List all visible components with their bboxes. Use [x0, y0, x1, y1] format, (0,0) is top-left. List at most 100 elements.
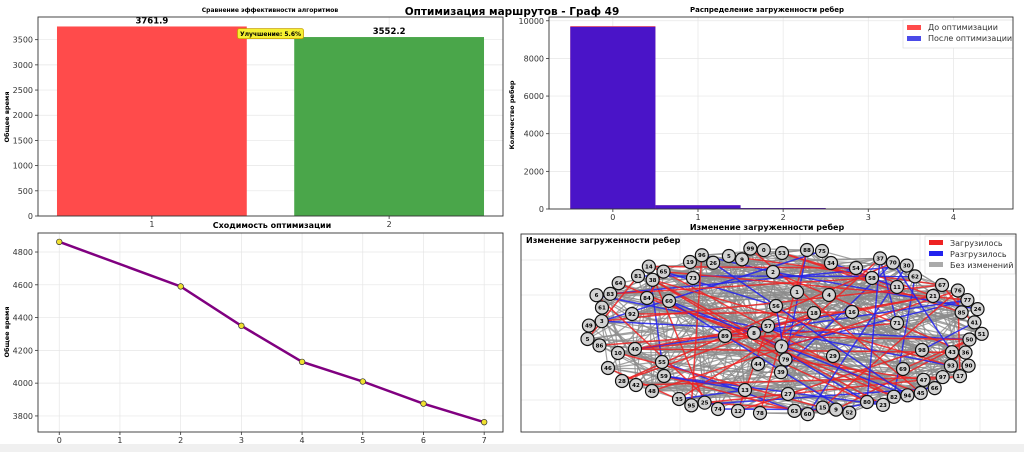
node-label: 47 [920, 378, 928, 384]
bar [56, 26, 247, 217]
node-circle [630, 268, 646, 284]
graph-node: 88 [799, 242, 815, 258]
node-circle [913, 385, 928, 401]
graph-node: 27 [780, 386, 796, 402]
y-tick-label: 4400 [13, 314, 33, 323]
chart-title-network: Изменение загруженности ребер [526, 235, 681, 245]
graph-node: 3 [594, 314, 609, 329]
chart-title: Сравнение эффективности алгоритмов [202, 7, 339, 14]
graph-node: 89 [717, 328, 733, 344]
node-circle [721, 248, 736, 264]
node-label: 4 [827, 293, 831, 299]
node-circle [580, 331, 595, 347]
node-circle [864, 270, 880, 286]
edge-loaded [586, 275, 639, 340]
node-circle [960, 292, 975, 308]
graph-node: 62 [907, 269, 923, 284]
node-circle [624, 306, 640, 322]
node-circle [752, 405, 768, 421]
graph-node: 57 [760, 318, 776, 334]
bar-value-label: 3761.9 [135, 16, 168, 26]
graph-node: 49 [581, 318, 597, 333]
edge-unchanged [896, 286, 922, 394]
graph-node: 90 [961, 358, 976, 373]
graph-node: 81 [630, 268, 646, 284]
graph-node: 11 [889, 279, 905, 295]
node-label: 69 [899, 367, 907, 373]
graph-node: 24 [970, 302, 985, 317]
graph-node: 35 [671, 391, 687, 407]
node-label: 61 [598, 306, 606, 312]
node-label: 40 [631, 347, 639, 353]
graph-node: 69 [895, 361, 911, 377]
y-tick-label: 10000 [519, 17, 544, 26]
graph-node: 70 [885, 255, 901, 270]
edge-unloaded [892, 262, 953, 353]
node-label: 90 [965, 364, 973, 370]
node-label: 97 [939, 375, 947, 381]
node-circle [895, 361, 911, 377]
edge-unchanged [631, 313, 908, 396]
graph-node: 46 [600, 360, 616, 376]
node-label: 71 [893, 321, 901, 327]
node-circle [774, 245, 790, 261]
graph-node: 64 [611, 276, 626, 291]
axes-frame [548, 16, 1014, 210]
node-circle [641, 259, 656, 274]
y-tick-label: 6000 [524, 92, 544, 101]
node-circle [825, 348, 841, 364]
graph-node: 94 [900, 388, 915, 403]
y-tick-label: 3500 [13, 36, 33, 45]
node-label: 89 [721, 334, 729, 340]
x-tick-label: 1 [695, 213, 700, 222]
node-circle [872, 251, 888, 266]
graph-node: 95 [684, 398, 699, 413]
graph-node: 47 [916, 372, 931, 387]
y-tick-label: 4000 [13, 379, 33, 388]
data-point [56, 238, 63, 246]
node-label: 93 [947, 364, 955, 370]
node-circle [778, 352, 793, 367]
node-circle [799, 242, 815, 258]
node-label: 17 [956, 374, 964, 380]
graph-node: 9 [734, 252, 750, 267]
y-axis-label: Количество ребер [508, 80, 516, 149]
x-tick-label: 5 [360, 436, 365, 445]
graph-node: 61 [594, 300, 610, 315]
edge-unloaded [601, 250, 823, 322]
node-circle [842, 405, 857, 420]
node-circle [768, 298, 784, 314]
edge-loaded [648, 265, 857, 269]
edge-unloaded [668, 300, 850, 414]
histogram-bar-after [570, 26, 656, 209]
y-tick-label: 4600 [13, 281, 33, 290]
graph-node: 96 [694, 248, 709, 263]
edge-loaded [635, 376, 943, 386]
y-tick-label: 2000 [524, 167, 544, 176]
node-label: 24 [974, 307, 982, 313]
legend-label: До оптимизации [928, 23, 998, 32]
node-circle [961, 358, 976, 373]
graph-node: 5 [580, 331, 595, 347]
node-circle [639, 290, 655, 306]
node-circle [697, 395, 712, 410]
legend-label: Загрузилось [950, 239, 1003, 248]
axes-frame [37, 16, 504, 217]
data-point [420, 400, 427, 407]
graph-node: 8 [746, 325, 762, 341]
graph-node: 51 [974, 326, 989, 341]
y-tick-label: 3800 [13, 412, 33, 421]
node-label: 12 [734, 409, 742, 415]
node-label: 46 [604, 366, 612, 372]
legend-box [902, 19, 1014, 49]
node-label: 92 [628, 312, 636, 318]
node-label: 85 [958, 310, 966, 316]
node-circle [614, 373, 630, 389]
node-label: 81 [634, 274, 642, 280]
node-label: 96 [698, 253, 706, 259]
node-circle [628, 377, 644, 393]
figure-title: Оптимизация маршрутов - Граф 49 [405, 6, 620, 18]
node-circle [844, 304, 860, 320]
x-tick-label: 2 [178, 436, 183, 445]
graph-node: 66 [927, 380, 942, 396]
